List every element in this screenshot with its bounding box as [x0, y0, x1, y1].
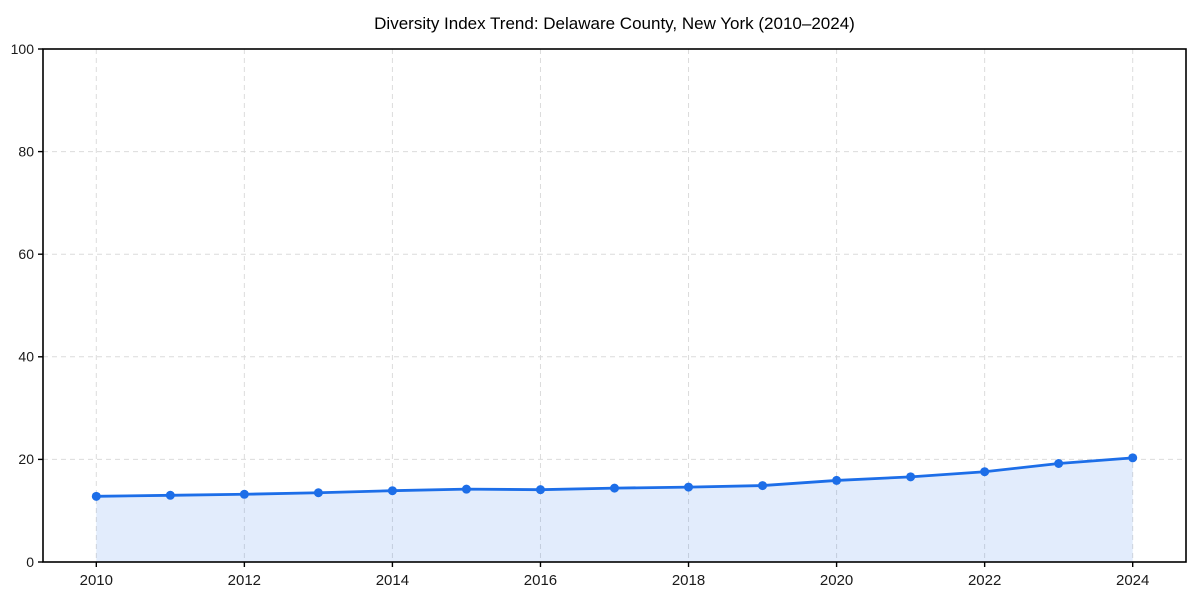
x-tick-label: 2012 — [228, 572, 261, 589]
x-tick-label: 2014 — [376, 572, 409, 589]
area-fill — [96, 457, 1133, 562]
chart-title: Diversity Index Trend: Delaware County, … — [374, 14, 855, 33]
data-point-2017 — [610, 483, 619, 493]
data-point-2022 — [980, 467, 990, 477]
x-tick-label: 2024 — [1116, 572, 1149, 589]
plot-background — [43, 49, 1186, 562]
data-point-2016 — [535, 485, 545, 495]
data-point-2024 — [1128, 453, 1138, 463]
y-tick-label: 80 — [18, 143, 34, 159]
data-point-2010 — [91, 491, 101, 501]
x-tick-label: 2010 — [80, 572, 113, 589]
data-point-2012 — [239, 489, 249, 499]
plot-border — [42, 48, 1187, 563]
data-point-2019 — [758, 481, 768, 491]
y-tick-label: 0 — [26, 554, 34, 570]
data-point-2018 — [684, 482, 694, 492]
data-point-2021 — [906, 472, 916, 482]
data-point-2020 — [832, 475, 842, 485]
x-tick-label: 2016 — [524, 572, 557, 589]
y-tick-label: 60 — [18, 246, 34, 262]
data-point-2011 — [165, 490, 175, 500]
data-point-2014 — [387, 486, 397, 496]
y-tick-label: 20 — [18, 451, 34, 467]
x-tick-label: 2018 — [672, 572, 705, 589]
y-tick-label: 40 — [18, 349, 34, 365]
data-point-2013 — [313, 488, 323, 498]
data-point-2015 — [461, 484, 471, 494]
data-point-2023 — [1054, 459, 1064, 469]
x-tick-label: 2020 — [820, 572, 853, 589]
y-tick-label: 100 — [11, 41, 35, 57]
x-tick-label: 2022 — [968, 572, 1001, 589]
